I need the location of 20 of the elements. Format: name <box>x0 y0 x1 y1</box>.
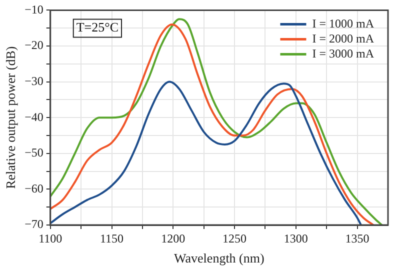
y-tick-label: −20 <box>24 38 44 52</box>
y-tick-label: −30 <box>24 74 44 88</box>
x-tick-label: 1100 <box>38 231 62 246</box>
x-axis-title: Wavelength (nm) <box>174 250 264 266</box>
y-tick-label: −70 <box>24 217 44 232</box>
legend-label: I = 2000 mA <box>312 31 374 46</box>
x-tick-label: 1350 <box>345 231 370 246</box>
y-tick-label: −50 <box>24 146 44 160</box>
annotation: T=25°C <box>76 20 119 35</box>
y-tick-label: −10 <box>24 2 44 16</box>
y-tick-label: −60 <box>24 181 44 196</box>
y-tick-label: −40 <box>24 110 44 124</box>
x-tick-label: 1250 <box>222 231 247 246</box>
y-axis-title: Relative output power (dB) <box>3 46 18 189</box>
x-tick-label: 1200 <box>161 231 186 246</box>
legend-label: I = 1000 mA <box>312 16 374 30</box>
x-tick-label: 1150 <box>100 231 124 246</box>
x-tick-label: 1300 <box>284 231 308 246</box>
legend-label: I = 3000 mA <box>312 46 374 60</box>
line-series <box>50 80 362 225</box>
